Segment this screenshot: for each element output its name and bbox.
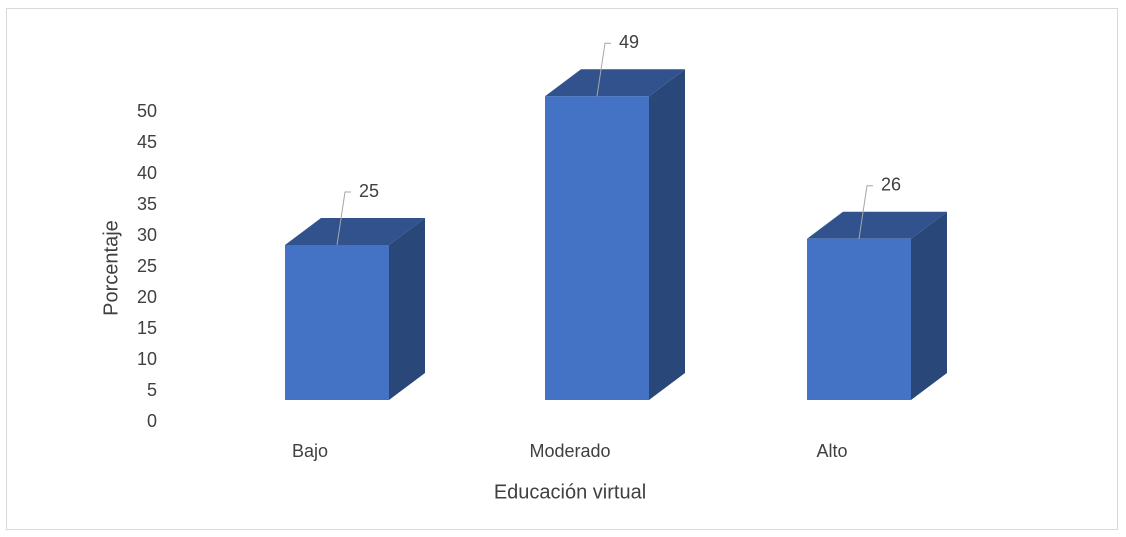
- bar: [807, 211, 947, 400]
- bar-top: [545, 69, 685, 97]
- y-tick-label: 25: [137, 256, 157, 276]
- x-tick-label: Bajo: [292, 441, 328, 461]
- y-tick-label: 30: [137, 225, 157, 245]
- bar-side: [911, 211, 947, 400]
- bar-front: [285, 245, 389, 400]
- leader-line: [596, 42, 611, 97]
- bar-top: [807, 211, 947, 239]
- bar-front: [545, 96, 649, 400]
- y-tick-label: 45: [137, 132, 157, 152]
- y-tick-label: 5: [147, 380, 157, 400]
- leader-line: [336, 191, 351, 246]
- data-label: 49: [619, 32, 639, 52]
- bar-front: [807, 238, 911, 400]
- x-tick-label: Alto: [816, 441, 847, 461]
- bar-side: [649, 69, 685, 400]
- x-axis-title: Educación virtual: [494, 481, 646, 503]
- y-tick-label: 20: [137, 287, 157, 307]
- bar: [545, 69, 685, 400]
- x-tick-label: Moderado: [529, 441, 610, 461]
- y-tick-label: 35: [137, 194, 157, 214]
- y-axis-title: Porcentaje: [100, 220, 122, 316]
- y-tick-label: 15: [137, 318, 157, 338]
- bar-top: [285, 218, 425, 245]
- y-tick-label: 50: [137, 101, 157, 121]
- y-tick-label: 10: [137, 349, 157, 369]
- bar-side: [389, 218, 425, 400]
- data-label: 26: [881, 175, 901, 195]
- data-label: 25: [359, 181, 379, 201]
- y-tick-label: 40: [137, 163, 157, 183]
- bar: [285, 218, 425, 400]
- leader-line: [858, 185, 873, 239]
- y-tick-label: 0: [147, 411, 157, 431]
